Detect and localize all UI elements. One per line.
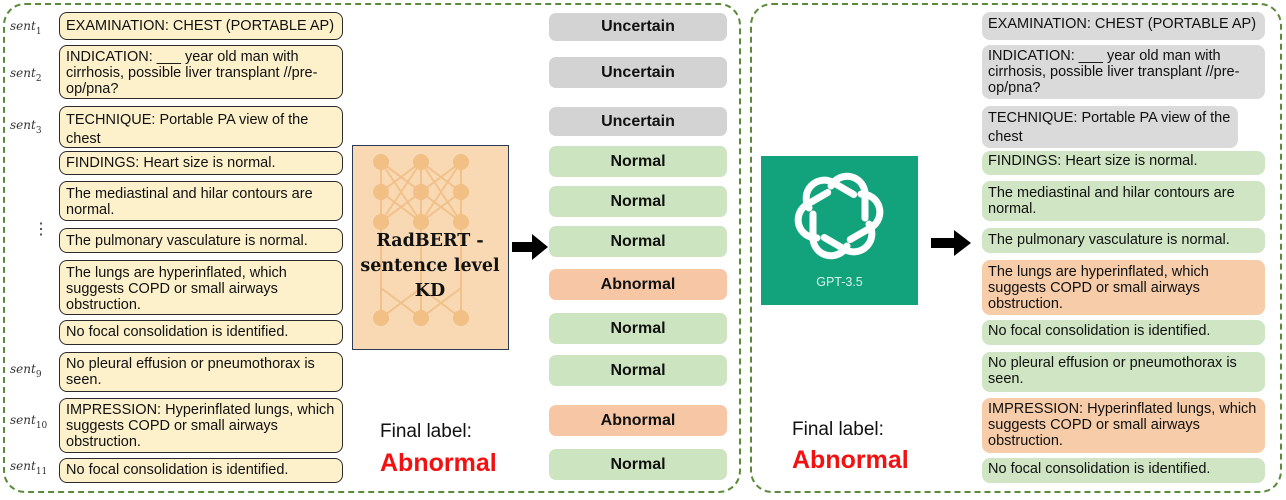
left-sentence-3: TECHNIQUE: Portable PA view of the chest [59, 106, 343, 148]
label-normal: Normal [549, 355, 727, 386]
left-sentence-5: The mediastinal and hilar contours are n… [59, 181, 343, 221]
right-sentence-7: The lungs are hyperinflated, which sugge… [982, 260, 1265, 315]
sentence-id-10: sent10 [10, 413, 48, 431]
arrow-right-icon [512, 234, 548, 260]
gpt-logo: GPT-3.5 [761, 156, 918, 305]
right-sentence-3: TECHNIQUE: Portable PA view of the chest [982, 106, 1238, 148]
left-sentence-4: FINDINGS: Heart size is normal. [59, 151, 343, 175]
right-sentence-11: No focal consolidation is identified. [982, 458, 1265, 483]
sentence-id-1: sent1 [10, 19, 42, 37]
label-normal: Normal [549, 313, 727, 344]
arrow-right-icon [931, 230, 971, 256]
left-sentence-7: The lungs are hyperinflated, which sugge… [59, 260, 343, 315]
vertical-ellipsis: ⋮ [33, 221, 49, 238]
right-sentence-1: EXAMINATION: CHEST (PORTABLE AP) [982, 12, 1265, 40]
right-sentence-6: The pulmonary vasculature is normal. [982, 228, 1265, 253]
gpt-panel [750, 3, 1282, 493]
radbert-model-box: RadBERT - sentence level KD [352, 145, 509, 350]
sentence-id-2: sent2 [10, 66, 42, 84]
final-label-value: Abnormal [792, 446, 909, 474]
right-sentence-9: No pleural effusion or pneumothorax is s… [982, 352, 1265, 392]
left-sentence-8: No focal consolidation is identified. [59, 320, 343, 345]
right-sentence-4: FINDINGS: Heart size is normal. [982, 151, 1265, 175]
label-normal: Normal [549, 449, 727, 480]
left-sentence-1: EXAMINATION: CHEST (PORTABLE AP) [59, 12, 343, 40]
gpt-model-name: GPT-3.5 [816, 275, 863, 289]
radbert-model-name: RadBERT - sentence level KD [360, 231, 500, 301]
radbert-panel [3, 3, 741, 493]
label-uncertain: Uncertain [549, 107, 727, 136]
final-label-value: Abnormal [380, 449, 497, 477]
label-abnormal: Abnormal [549, 269, 727, 300]
label-normal: Normal [549, 186, 727, 217]
left-sentence-2: INDICATION: ___ year old man with cirrho… [59, 45, 343, 99]
sentence-id-9: sent9 [10, 362, 42, 380]
right-sentence-2: INDICATION: ___ year old man with cirrho… [982, 45, 1265, 99]
label-uncertain: Uncertain [549, 57, 727, 88]
final-label-caption: Final label: [792, 419, 884, 440]
label-normal: Normal [549, 226, 727, 257]
left-sentence-10: IMPRESSION: Hyperinflated lungs, which s… [59, 398, 343, 453]
label-uncertain: Uncertain [549, 13, 727, 41]
openai-knot-icon [794, 172, 884, 260]
right-sentence-8: No focal consolidation is identified. [982, 320, 1265, 345]
left-sentence-11: No focal consolidation is identified. [59, 458, 343, 483]
label-abnormal: Abnormal [549, 405, 727, 436]
right-sentence-5: The mediastinal and hilar contours are n… [982, 181, 1265, 221]
final-label-caption: Final label: [380, 421, 472, 442]
right-sentence-10: IMPRESSION: Hyperinflated lungs, which s… [982, 398, 1265, 453]
label-normal: Normal [549, 146, 727, 177]
left-sentence-6: The pulmonary vasculature is normal. [59, 228, 343, 253]
sentence-id-11: sent11 [10, 459, 48, 477]
sentence-id-3: sent3 [10, 118, 42, 136]
neural-network-icon [373, 154, 469, 326]
left-sentence-9: No pleural effusion or pneumothorax is s… [59, 352, 343, 392]
